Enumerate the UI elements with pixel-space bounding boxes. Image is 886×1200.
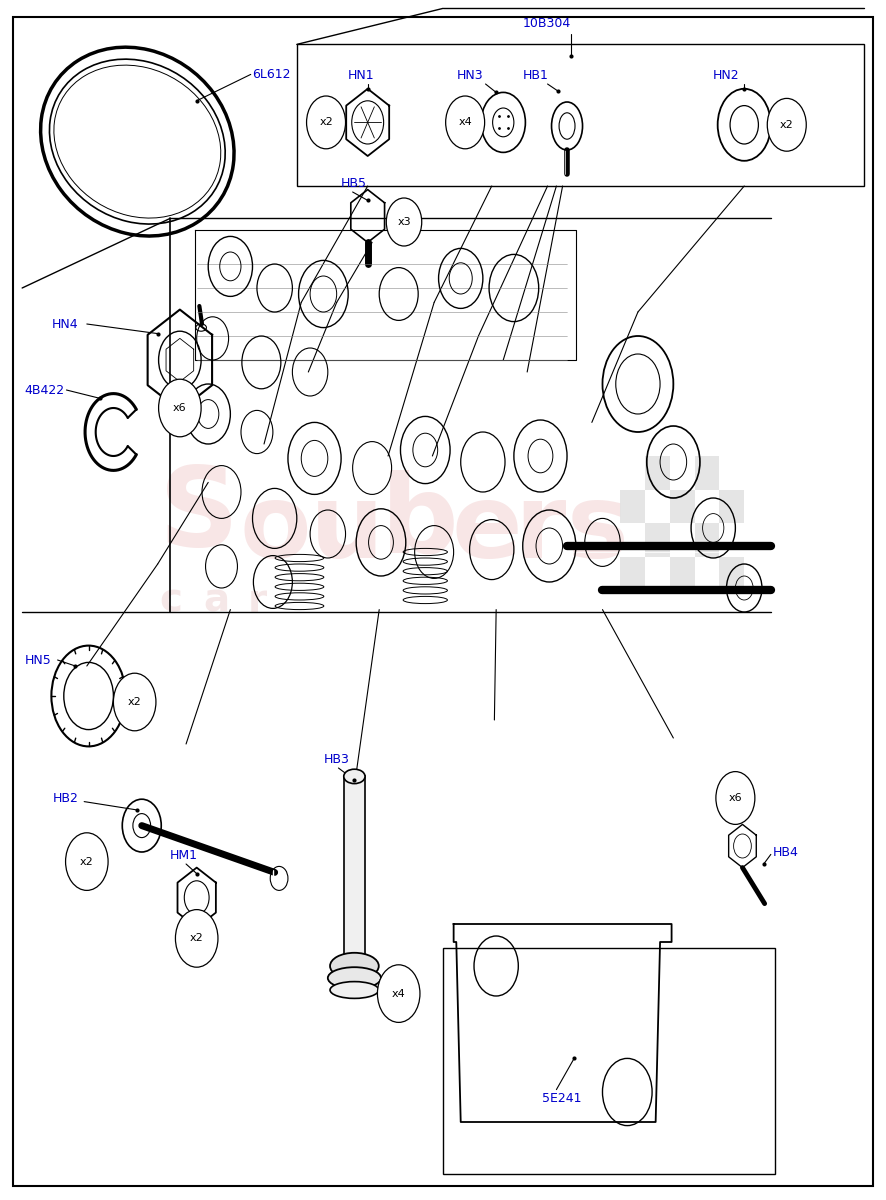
- Text: HM1: HM1: [170, 848, 198, 862]
- Bar: [297, 44, 864, 186]
- Text: HN3: HN3: [456, 68, 483, 82]
- Bar: [695, 456, 719, 490]
- Bar: [670, 557, 695, 590]
- Circle shape: [767, 98, 806, 151]
- Text: s: s: [567, 479, 629, 580]
- Circle shape: [66, 833, 108, 890]
- Text: HB5: HB5: [341, 176, 367, 190]
- Ellipse shape: [344, 769, 365, 784]
- Text: HN1: HN1: [348, 68, 375, 82]
- Bar: [620, 557, 645, 590]
- Circle shape: [113, 673, 156, 731]
- Text: HN5: HN5: [25, 654, 51, 666]
- Text: x2: x2: [80, 857, 94, 866]
- Text: S: S: [159, 462, 239, 569]
- Text: HB2: HB2: [53, 792, 79, 804]
- Circle shape: [159, 379, 201, 437]
- Bar: [670, 490, 695, 523]
- Text: a: a: [204, 582, 229, 620]
- Circle shape: [377, 965, 420, 1022]
- Bar: [344, 776, 365, 966]
- Text: x6: x6: [173, 403, 187, 413]
- Text: e: e: [452, 479, 523, 580]
- Text: b: b: [381, 469, 459, 575]
- Bar: [620, 490, 645, 523]
- Text: x4: x4: [392, 989, 406, 998]
- Circle shape: [307, 96, 346, 149]
- Text: 4B422: 4B422: [25, 384, 65, 396]
- Text: o: o: [239, 479, 311, 580]
- Text: u: u: [310, 479, 385, 580]
- Circle shape: [446, 96, 485, 149]
- Text: x6: x6: [728, 793, 742, 803]
- Text: x2: x2: [319, 118, 333, 127]
- Text: HB4: HB4: [773, 846, 798, 858]
- Text: x3: x3: [397, 217, 411, 227]
- Bar: [645, 523, 670, 557]
- Text: x2: x2: [190, 934, 204, 943]
- Text: 10B304: 10B304: [523, 17, 571, 30]
- Ellipse shape: [330, 982, 379, 998]
- Text: r: r: [248, 582, 268, 620]
- Text: x4: x4: [458, 118, 472, 127]
- Text: x2: x2: [128, 697, 142, 707]
- Ellipse shape: [328, 967, 381, 989]
- Text: 6L612: 6L612: [253, 68, 291, 80]
- Ellipse shape: [330, 953, 379, 979]
- Circle shape: [175, 910, 218, 967]
- Bar: [719, 490, 744, 523]
- Text: HB1: HB1: [523, 68, 549, 82]
- Circle shape: [716, 772, 755, 824]
- Bar: [695, 523, 719, 557]
- Text: c: c: [159, 582, 183, 620]
- Bar: [443, 948, 775, 1174]
- Text: x2: x2: [780, 120, 794, 130]
- Text: HN2: HN2: [713, 68, 740, 82]
- Bar: [719, 557, 744, 590]
- Text: HB3: HB3: [323, 752, 349, 766]
- Text: 5E241: 5E241: [542, 1092, 582, 1104]
- Text: r: r: [514, 479, 565, 580]
- Bar: [645, 456, 670, 490]
- Circle shape: [386, 198, 422, 246]
- Text: HN4: HN4: [51, 318, 78, 330]
